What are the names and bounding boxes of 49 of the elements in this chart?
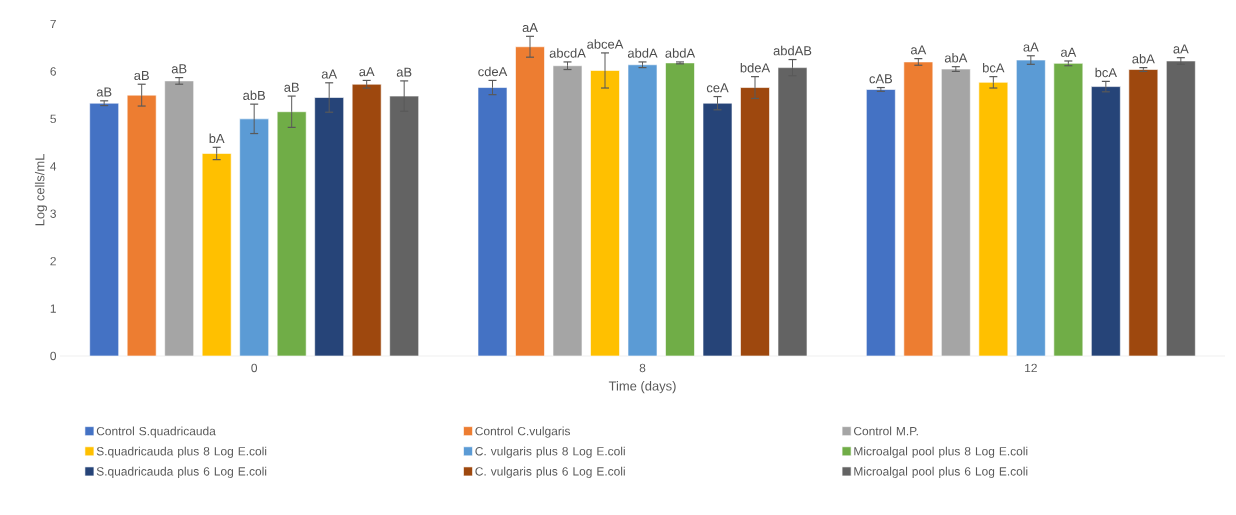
annotation: bcA xyxy=(1095,67,1117,78)
legend-label: C. vulgaris plus 6 Log E.coli xyxy=(475,466,625,478)
y-tick-label: 3 xyxy=(50,209,56,218)
x-tick-label: 12 xyxy=(1025,363,1037,373)
legend-label: Microalgal pool plus 6 Log E.coli xyxy=(854,466,1028,478)
annotation: aA xyxy=(1023,42,1039,52)
legend-label: Control S.quadricauda xyxy=(96,426,216,438)
annotation: aA xyxy=(1060,47,1077,57)
annotation: cAB xyxy=(869,74,893,84)
y-tick-label: 2 xyxy=(50,256,56,266)
legend-label: Control M.P. xyxy=(853,426,918,436)
y-tick-label: 7 xyxy=(50,19,56,29)
annotation: aB xyxy=(396,67,412,77)
annotation: bcA xyxy=(983,62,1005,73)
annotation: aB xyxy=(96,87,112,97)
annotation: abB xyxy=(243,90,266,100)
y-tick-label: 0 xyxy=(50,351,57,361)
legend-label: Microalgal pool plus 8 Log E.coli xyxy=(854,446,1028,458)
annotation: aA xyxy=(1173,44,1189,54)
annotation: abdAB xyxy=(773,45,812,56)
annotation: aA xyxy=(359,67,375,77)
legend-label: Control C.vulgaris xyxy=(475,426,571,438)
annotation: aB xyxy=(284,82,299,92)
annotation: aA xyxy=(522,23,538,33)
annotation: aA xyxy=(321,69,338,79)
annotation: abA xyxy=(1132,53,1155,64)
annotation: abcdA xyxy=(549,48,586,58)
annotation: aB xyxy=(134,70,149,81)
annotation: cdeA xyxy=(478,66,508,77)
x-tick-label: 8 xyxy=(639,363,646,373)
y-tick-label: 1 xyxy=(50,304,56,313)
annotation: ceA xyxy=(706,83,729,93)
y-tick-label: 5 xyxy=(50,114,56,124)
legend-label: S.quadricauda plus 8 Log E.coli xyxy=(96,446,267,458)
y-axis-title: Log cells/mL xyxy=(34,154,47,226)
annotation: aA xyxy=(910,45,927,55)
annotation: aB xyxy=(171,64,187,74)
legend-label: C. vulgaris plus 8 Log E.coli xyxy=(475,446,625,458)
x-tick-label: 0 xyxy=(251,363,258,373)
annotation: abA xyxy=(944,52,968,63)
y-tick-label: 6 xyxy=(50,67,56,76)
annotation: bA xyxy=(209,133,225,144)
annotation: abdA xyxy=(665,48,696,58)
legend-label: S.quadricauda plus 6 Log E.coli xyxy=(96,466,267,478)
y-tick-label: 4 xyxy=(50,162,57,171)
annotation: abceA xyxy=(587,39,624,49)
annotation: bdeA xyxy=(740,62,771,73)
x-axis-title: Time (days) xyxy=(608,381,676,394)
annotation: abdA xyxy=(627,48,658,58)
